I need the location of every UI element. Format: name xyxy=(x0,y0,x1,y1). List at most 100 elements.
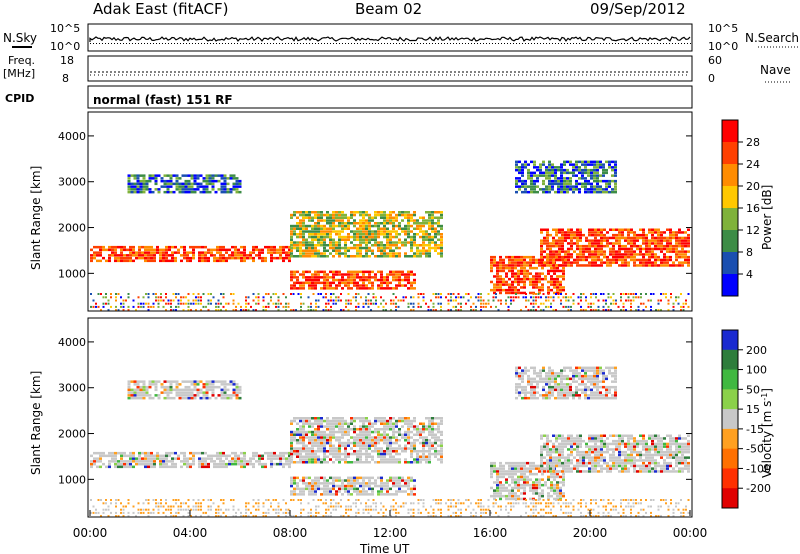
power-cell xyxy=(457,296,460,299)
power-cell xyxy=(130,174,134,177)
power-cell xyxy=(587,188,590,191)
velocity-cell xyxy=(341,422,344,425)
power-cell xyxy=(546,255,549,259)
velocity-cell xyxy=(311,425,314,428)
velocity-cell xyxy=(425,461,428,464)
power-cell xyxy=(624,255,627,259)
velocity-cell xyxy=(416,425,419,428)
velocity-cell xyxy=(407,447,410,450)
velocity-cell xyxy=(326,487,329,491)
power-cell xyxy=(302,219,305,222)
velocity-cell xyxy=(290,493,293,496)
power-cell xyxy=(576,242,579,245)
velocity-cell xyxy=(395,482,398,485)
power-cell xyxy=(633,239,636,242)
velocity-cell xyxy=(288,457,291,460)
power-cell xyxy=(225,256,228,260)
power-cell xyxy=(235,177,239,180)
power-cell xyxy=(315,305,317,308)
velocity-cell xyxy=(520,497,523,501)
velocity-cell xyxy=(329,433,332,436)
nsearch-dot xyxy=(666,43,667,44)
power-cell xyxy=(499,288,502,292)
velocity-cell xyxy=(508,483,511,487)
power-cell xyxy=(356,255,359,258)
velocity-cell xyxy=(517,464,520,468)
power-cell xyxy=(302,287,305,290)
power-cell xyxy=(107,309,110,312)
velocity-cell xyxy=(311,455,314,458)
velocity-cell xyxy=(543,445,546,448)
velocity-cell xyxy=(543,434,546,437)
velocity-cell xyxy=(204,462,207,466)
velocity-cell xyxy=(359,444,362,447)
power-cell xyxy=(564,236,567,240)
power-cell xyxy=(359,235,362,239)
velocity-cell xyxy=(410,436,413,439)
power-cell xyxy=(611,188,614,191)
velocity-cell xyxy=(496,483,499,487)
velocity-cell xyxy=(305,484,308,488)
power-cell xyxy=(639,250,642,253)
velocity-cell xyxy=(341,428,344,431)
power-cell xyxy=(431,241,434,244)
power-cell xyxy=(392,244,395,247)
power-cell xyxy=(536,168,539,172)
power-cell xyxy=(562,296,565,299)
power-cell xyxy=(537,296,540,299)
power-cell xyxy=(170,309,172,312)
power-cell xyxy=(669,236,672,240)
velocity-cell xyxy=(163,391,167,394)
power-cell xyxy=(579,247,582,251)
velocity-cell xyxy=(326,455,329,458)
power-cell xyxy=(526,277,529,281)
velocity-cell xyxy=(383,455,386,458)
velocity-cell xyxy=(347,484,350,488)
velocity-cell xyxy=(496,472,499,476)
power-cell xyxy=(630,253,633,256)
velocity-cell xyxy=(535,464,538,468)
velocity-cell xyxy=(332,444,335,447)
power-cell xyxy=(365,255,368,258)
power-cell xyxy=(614,163,617,166)
power-cell xyxy=(633,236,636,240)
power-cell xyxy=(493,288,496,292)
velocity-cell xyxy=(290,490,293,493)
power-cell xyxy=(398,241,401,244)
power-cell xyxy=(477,293,480,295)
velocity-cell xyxy=(211,388,215,392)
power-cell xyxy=(596,182,599,186)
power-cell xyxy=(133,182,137,186)
power-cell xyxy=(374,233,377,236)
power-cell xyxy=(132,259,135,263)
power-cell xyxy=(125,299,127,302)
velocity-cell xyxy=(556,489,559,492)
power-cell xyxy=(529,264,532,267)
velocity-cell xyxy=(546,467,549,470)
velocity-cell xyxy=(175,383,179,386)
power-cell xyxy=(122,299,125,302)
power-cell xyxy=(566,168,569,172)
velocity-cell xyxy=(126,462,129,466)
power-cell xyxy=(229,188,233,191)
power-cell xyxy=(555,264,558,267)
power-cell xyxy=(299,230,302,233)
power-cell xyxy=(627,296,630,299)
velocity-cell xyxy=(365,452,368,456)
power-cell xyxy=(467,299,470,302)
power-cell xyxy=(657,299,660,302)
power-cell xyxy=(580,299,582,302)
velocity-cell xyxy=(326,422,329,425)
velocity-cell xyxy=(359,458,362,461)
power-cell xyxy=(295,309,297,312)
velocity-cell xyxy=(139,388,143,392)
power-cell xyxy=(624,239,627,242)
power-cell xyxy=(603,261,606,264)
power-cell xyxy=(599,188,602,191)
velocity-cell xyxy=(162,462,165,466)
power-cell xyxy=(323,238,326,241)
power-cell xyxy=(510,302,512,305)
velocity-cell xyxy=(252,465,255,469)
power-cell xyxy=(537,293,540,295)
